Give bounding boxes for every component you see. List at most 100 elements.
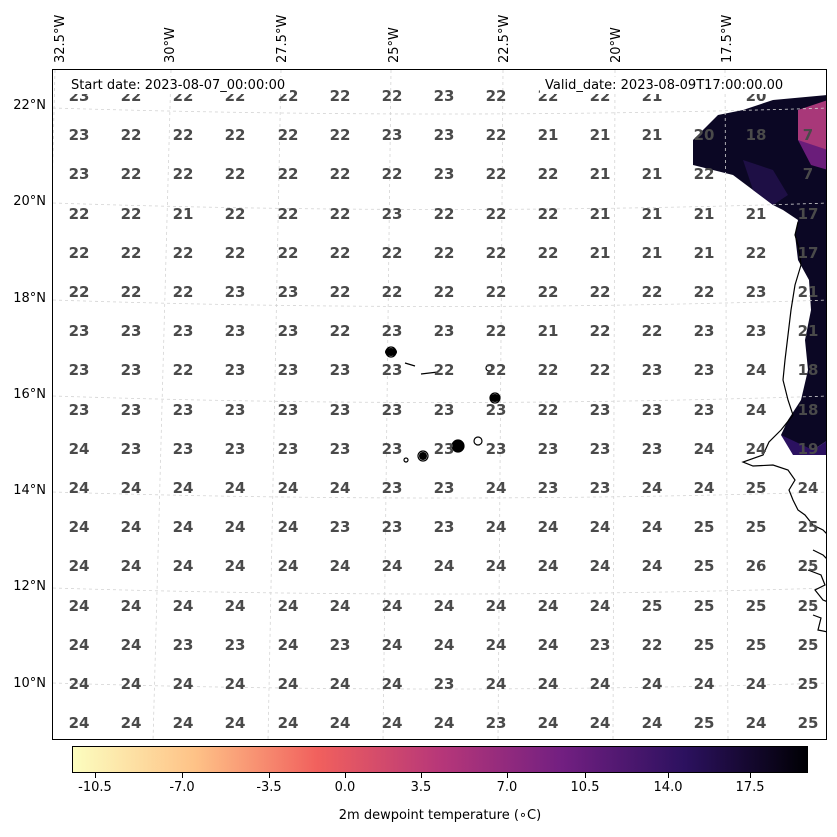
- grid-value: 23: [277, 400, 299, 419]
- grid-value: 18: [797, 400, 819, 419]
- grid-value: 23: [433, 322, 455, 341]
- grid-value: 24: [224, 479, 246, 497]
- grid-value: 22: [745, 243, 767, 262]
- grid-value: 23: [433, 165, 455, 184]
- grid-value: 17: [797, 243, 819, 262]
- valid-date-label: Valid_date: 2023-08-09T17:00:00.00: [540, 77, 789, 94]
- grid-value: 22: [589, 322, 611, 341]
- grid-value: 24: [589, 518, 611, 537]
- grid-value: 21: [745, 204, 767, 223]
- grid-value: 22: [537, 165, 559, 184]
- grid-value: 25: [693, 714, 715, 733]
- grid-value: 24: [745, 714, 767, 733]
- grid-value: 24: [537, 714, 559, 733]
- colorbar-tick-label: 3.5: [410, 780, 432, 795]
- grid-value: 24: [277, 714, 299, 733]
- grid-value: 23: [641, 400, 663, 419]
- colorbar-title: 2m dewpoint temperature (∘C): [338, 808, 542, 823]
- grid-value: 23: [329, 400, 351, 419]
- grid-value: 24: [172, 714, 194, 733]
- grid-value: 24: [68, 714, 90, 733]
- grid-value: 23: [589, 479, 611, 497]
- grid-value: 22: [641, 635, 663, 654]
- colorbar-tick: [95, 773, 96, 778]
- colorbar-tick-label: 14.0: [653, 780, 683, 795]
- grid-value: 24: [224, 518, 246, 537]
- grid-value: 22: [329, 126, 351, 145]
- grid-value: 23: [433, 87, 455, 105]
- grid-value: 23: [537, 439, 559, 458]
- grid-value: 21: [172, 204, 194, 223]
- grid-value: 23: [224, 361, 246, 380]
- grid-value: 23: [433, 479, 455, 497]
- colorbar-tick-label: 17.5: [735, 780, 765, 795]
- grid-value: 22: [120, 243, 142, 262]
- grid-value: 22: [381, 165, 403, 184]
- grid-value: 22: [120, 283, 142, 301]
- grid-value: 21: [693, 204, 715, 223]
- grid-value: 23: [120, 322, 142, 341]
- grid-value: 24: [537, 675, 559, 693]
- grid-value: 26: [745, 557, 767, 576]
- latitude-label: 12°N: [13, 579, 46, 594]
- grid-value: 23: [433, 400, 455, 419]
- longitude-label: 20°W: [609, 27, 624, 63]
- grid-value: 18: [745, 126, 767, 145]
- grid-value: 22: [172, 361, 194, 380]
- grid-value: 23: [172, 635, 194, 654]
- grid-value: 22: [485, 243, 507, 262]
- grid-value: 23: [745, 322, 767, 341]
- grid-value: 23: [381, 400, 403, 419]
- grid-value: 24: [277, 557, 299, 576]
- grid-value: 22: [172, 126, 194, 145]
- colorbar-tick-label: -10.5: [78, 780, 112, 795]
- grid-value: 24: [172, 675, 194, 693]
- grid-value: 23: [329, 361, 351, 380]
- grid-value: 22: [589, 361, 611, 380]
- grid-value: 23: [224, 439, 246, 458]
- grid-value: 23: [224, 635, 246, 654]
- grid-value: 23: [381, 361, 403, 380]
- start-date-label: Start date: 2023-08-07_00:00:00: [66, 77, 291, 94]
- grid-value: 22: [277, 165, 299, 184]
- grid-value: 20: [693, 126, 715, 145]
- grid-value: 24: [641, 479, 663, 497]
- grid-value: 23: [68, 126, 90, 145]
- grid-value: 24: [641, 518, 663, 537]
- grid-value: 22: [485, 361, 507, 380]
- grid-value: 24: [485, 635, 507, 654]
- grid-value: 23: [589, 439, 611, 458]
- grid-value: 21: [537, 322, 559, 341]
- grid-value: 22: [68, 243, 90, 262]
- longitude-label: 22.5°W: [497, 14, 512, 63]
- grid-value: 23: [693, 400, 715, 419]
- grid-value: 22: [224, 165, 246, 184]
- grid-value: 24: [68, 675, 90, 693]
- grid-value: 24: [433, 635, 455, 654]
- grid-value: 24: [120, 518, 142, 537]
- grid-value: 22: [120, 204, 142, 223]
- grid-value: 24: [641, 557, 663, 576]
- grid-value: 24: [381, 596, 403, 615]
- grid-value: 23: [641, 361, 663, 380]
- grid-value: 22: [329, 322, 351, 341]
- grid-value: 21: [589, 204, 611, 223]
- grid-value: 24: [120, 635, 142, 654]
- grid-value: 23: [68, 400, 90, 419]
- grid-value: 24: [589, 557, 611, 576]
- longitude-label: 32.5°W: [53, 14, 68, 63]
- grid-value: 23: [381, 204, 403, 223]
- grid-value: 21: [641, 165, 663, 184]
- grid-value: 22: [224, 243, 246, 262]
- grid-value: 24: [745, 675, 767, 693]
- grid-value: 23: [381, 518, 403, 537]
- grid-value: 23: [68, 165, 90, 184]
- grid-value: 21: [797, 283, 819, 301]
- grid-value: 25: [641, 596, 663, 615]
- grid-value: 22: [485, 322, 507, 341]
- grid-value: 24: [485, 596, 507, 615]
- dewpoint-shading: [693, 95, 826, 455]
- grid-value: 25: [745, 479, 767, 497]
- colorbar-tick: [269, 773, 270, 778]
- grid-value: 24: [224, 596, 246, 615]
